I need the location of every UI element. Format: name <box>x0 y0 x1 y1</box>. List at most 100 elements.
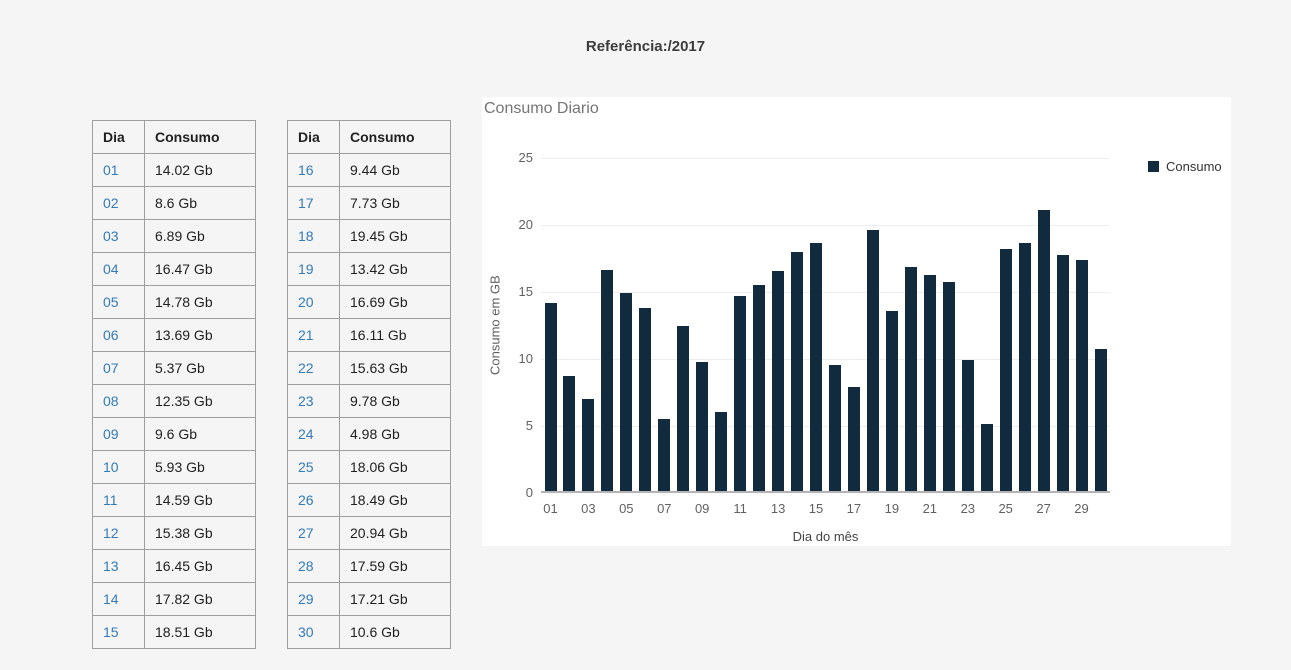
day-link[interactable]: 25 <box>298 459 314 475</box>
bar-day-16 <box>829 364 841 491</box>
day-link[interactable]: 20 <box>298 294 314 310</box>
day-link[interactable]: 21 <box>298 327 314 343</box>
day-cell: 14 <box>92 582 145 616</box>
day-cell: 12 <box>92 516 145 550</box>
consumo-cell: 9.44 Gb <box>339 153 451 187</box>
day-link[interactable]: 11 <box>103 492 118 508</box>
gridline-5 <box>541 426 1110 427</box>
consumo-cell: 9.78 Gb <box>339 384 451 418</box>
consumo-cell: 17.21 Gb <box>339 582 451 616</box>
table-header-row: Dia Consumo <box>287 120 451 154</box>
day-link[interactable]: 10 <box>103 459 119 475</box>
consumo-cell: 17.59 Gb <box>339 549 451 583</box>
bar-day-09 <box>696 362 709 491</box>
day-link[interactable]: 27 <box>298 525 314 541</box>
table-row: 27 20.94 Gb <box>287 516 451 550</box>
consumo-cell: 14.02 Gb <box>144 153 256 187</box>
day-link[interactable]: 17 <box>298 195 314 211</box>
table-row: 24 4.98 Gb <box>287 417 451 451</box>
day-cell: 02 <box>92 186 145 220</box>
table-header-row: Dia Consumo <box>92 120 256 154</box>
day-link[interactable]: 13 <box>103 558 119 574</box>
consumo-cell: 15.38 Gb <box>144 516 256 550</box>
day-link[interactable]: 28 <box>298 558 314 574</box>
bar-day-19 <box>885 311 898 491</box>
day-link[interactable]: 09 <box>103 426 119 442</box>
table-row: 14 17.82 Gb <box>92 582 256 616</box>
table-row: 01 14.02 Gb <box>92 153 256 187</box>
day-link[interactable]: 01 <box>103 162 119 178</box>
consumo-cell: 14.78 Gb <box>144 285 256 319</box>
consumo-cell: 15.63 Gb <box>339 351 451 385</box>
x-tick-label-21: 21 <box>922 501 938 516</box>
table-row: 09 9.6 Gb <box>92 417 256 451</box>
x-axis-title: Dia do mês <box>792 529 859 544</box>
table-row: 12 15.38 Gb <box>92 516 256 550</box>
day-link[interactable]: 18 <box>298 228 314 244</box>
bar-day-28 <box>1056 255 1069 491</box>
day-link[interactable]: 26 <box>298 492 314 508</box>
table-row: 26 18.49 Gb <box>287 483 451 517</box>
table-row: 16 9.44 Gb <box>287 153 451 187</box>
bar-day-29 <box>1075 260 1088 491</box>
consumo-cell: 8.6 Gb <box>144 186 256 220</box>
day-link[interactable]: 05 <box>103 294 119 310</box>
day-cell: 07 <box>92 351 145 385</box>
bar-day-21 <box>923 275 936 491</box>
day-cell: 19 <box>287 252 340 286</box>
day-link[interactable]: 24 <box>298 426 314 442</box>
table-row: 18 19.45 Gb <box>287 219 451 253</box>
bar-day-30 <box>1094 349 1107 491</box>
day-link[interactable]: 22 <box>298 360 314 376</box>
day-link[interactable]: 06 <box>103 327 119 343</box>
day-link[interactable]: 12 <box>103 525 119 541</box>
chart-legend: Consumo <box>1148 159 1222 174</box>
consumo-cell: 20.94 Gb <box>339 516 451 550</box>
bar-day-27 <box>1037 210 1050 491</box>
table-row: 08 12.35 Gb <box>92 384 256 418</box>
day-link[interactable]: 03 <box>103 228 119 244</box>
gridline-25 <box>541 158 1110 159</box>
day-cell: 22 <box>287 351 340 385</box>
x-tick-label-27: 27 <box>1036 501 1051 516</box>
bar-day-07 <box>658 419 671 491</box>
bar-day-06 <box>639 307 652 491</box>
consumo-cell: 16.11 Gb <box>339 318 451 352</box>
bar-day-20 <box>904 267 917 491</box>
day-link[interactable]: 14 <box>103 591 119 607</box>
x-tick-label-23: 23 <box>960 501 976 516</box>
column-header-dia: Dia <box>92 120 145 154</box>
day-cell: 26 <box>287 483 340 517</box>
day-cell: 23 <box>287 384 340 418</box>
y-tick-label-20: 20 <box>518 217 533 232</box>
consumo-cell: 19.45 Gb <box>339 219 451 253</box>
day-link[interactable]: 29 <box>298 591 314 607</box>
consumo-cell: 10.6 Gb <box>339 615 451 649</box>
day-link[interactable]: 04 <box>103 261 119 277</box>
chart-title: Consumo Diario <box>484 100 599 117</box>
day-link[interactable]: 23 <box>298 393 314 409</box>
consumo-cell: 9.6 Gb <box>144 417 256 451</box>
day-cell: 04 <box>92 252 145 286</box>
day-cell: 03 <box>92 219 145 253</box>
day-cell: 18 <box>287 219 340 253</box>
day-link[interactable]: 19 <box>298 261 314 277</box>
y-tick-label-25: 25 <box>518 150 533 165</box>
day-link[interactable]: 30 <box>298 624 314 640</box>
bar-day-08 <box>677 325 690 491</box>
consumo-cell: 18.49 Gb <box>339 483 451 517</box>
day-link[interactable]: 02 <box>103 195 119 211</box>
day-cell: 01 <box>92 153 145 187</box>
day-link[interactable]: 16 <box>298 162 314 178</box>
y-tick-label-5: 5 <box>525 418 533 433</box>
day-cell: 30 <box>287 615 340 649</box>
day-link[interactable]: 15 <box>103 624 119 640</box>
bar-day-22 <box>942 281 955 491</box>
day-cell: 29 <box>287 582 340 616</box>
day-link[interactable]: 07 <box>103 360 119 376</box>
day-link[interactable]: 08 <box>103 393 119 409</box>
x-tick-label-05: 05 <box>619 501 634 516</box>
table-row: 11 14.59 Gb <box>92 483 256 517</box>
gridline-15 <box>541 292 1110 293</box>
gridline-10 <box>541 359 1110 360</box>
